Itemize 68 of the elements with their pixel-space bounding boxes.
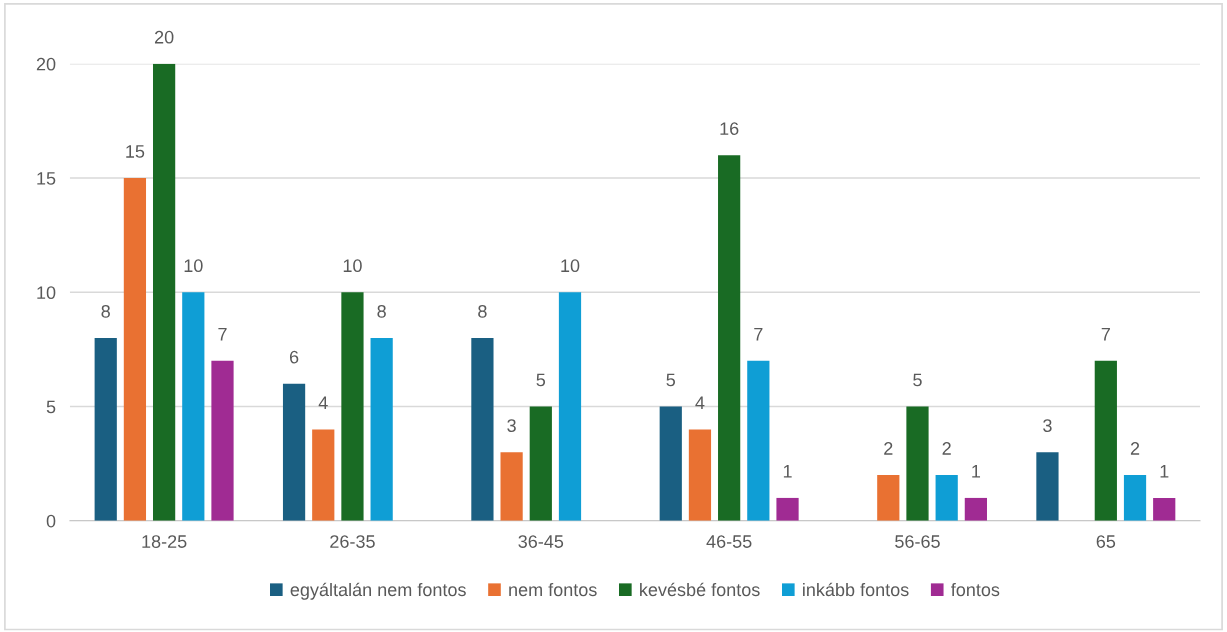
data-label: 1 <box>1160 465 1169 478</box>
bar <box>659 406 682 521</box>
data-label: 10 <box>343 259 362 273</box>
data-label: 5 <box>666 373 676 387</box>
bar <box>500 452 523 521</box>
x-tick-label: 46-55 <box>706 535 752 548</box>
x-tick-label: 18-25 <box>142 535 187 548</box>
bar <box>776 497 799 521</box>
x-tick-label: 65 <box>1096 535 1116 548</box>
bar <box>558 292 582 521</box>
data-label: 1 <box>972 465 981 478</box>
data-label: 4 <box>695 396 705 409</box>
x-tick-label: 56-65 <box>895 535 940 548</box>
bar <box>282 383 306 521</box>
bar <box>877 475 900 521</box>
bar <box>1036 452 1059 521</box>
data-label: 5 <box>913 373 922 387</box>
bar <box>123 178 147 521</box>
bar <box>94 337 117 521</box>
data-label: 3 <box>507 419 516 432</box>
data-label: 7 <box>754 328 763 341</box>
legend-label: kevésbé fontos <box>640 582 760 597</box>
bar <box>341 292 364 521</box>
bar <box>1094 360 1117 521</box>
legend-label: egyáltalán nem fontos <box>290 582 466 600</box>
x-tick-label: 36-45 <box>518 535 564 548</box>
data-label: 15 <box>126 145 145 158</box>
data-label: 7 <box>218 328 227 341</box>
data-label: 2 <box>1130 442 1140 455</box>
y-tick-label: 15 <box>37 172 56 185</box>
y-tick-label: 0 <box>46 514 56 528</box>
bar <box>935 475 958 521</box>
data-label: 8 <box>101 304 110 318</box>
legend-label: inkább fontos <box>803 582 909 597</box>
data-label: 7 <box>1101 328 1110 341</box>
data-label: 2 <box>942 442 951 455</box>
bar <box>1153 497 1176 521</box>
legend-label: nem fontos <box>509 582 597 597</box>
y-tick-label: 10 <box>37 286 56 300</box>
data-label: 1 <box>783 465 792 478</box>
bar <box>529 406 552 521</box>
data-label: 20 <box>154 30 174 44</box>
data-label: 16 <box>720 122 739 135</box>
data-label: 2 <box>884 442 893 455</box>
data-label: 3 <box>1043 419 1052 432</box>
bar <box>964 497 987 521</box>
data-label: 10 <box>561 259 580 273</box>
bar <box>370 337 393 521</box>
bar <box>471 337 494 521</box>
data-label: 4 <box>318 396 328 409</box>
bar <box>153 63 176 521</box>
bar <box>1123 475 1147 521</box>
bar <box>747 360 770 521</box>
y-tick-label: 5 <box>46 400 56 414</box>
bar <box>312 429 335 521</box>
legend-label: fontos <box>951 582 1000 597</box>
y-tick-label: 20 <box>36 57 56 71</box>
data-label: 6 <box>289 350 299 364</box>
bar <box>182 292 205 521</box>
bar <box>688 429 712 521</box>
bar <box>906 406 929 521</box>
x-tick-label: 26-35 <box>330 535 375 548</box>
data-label: 8 <box>478 304 487 318</box>
data-label: 5 <box>536 373 546 387</box>
bar <box>211 360 234 521</box>
bar <box>718 155 741 521</box>
data-label: 10 <box>184 259 203 273</box>
data-label: 8 <box>377 304 386 318</box>
